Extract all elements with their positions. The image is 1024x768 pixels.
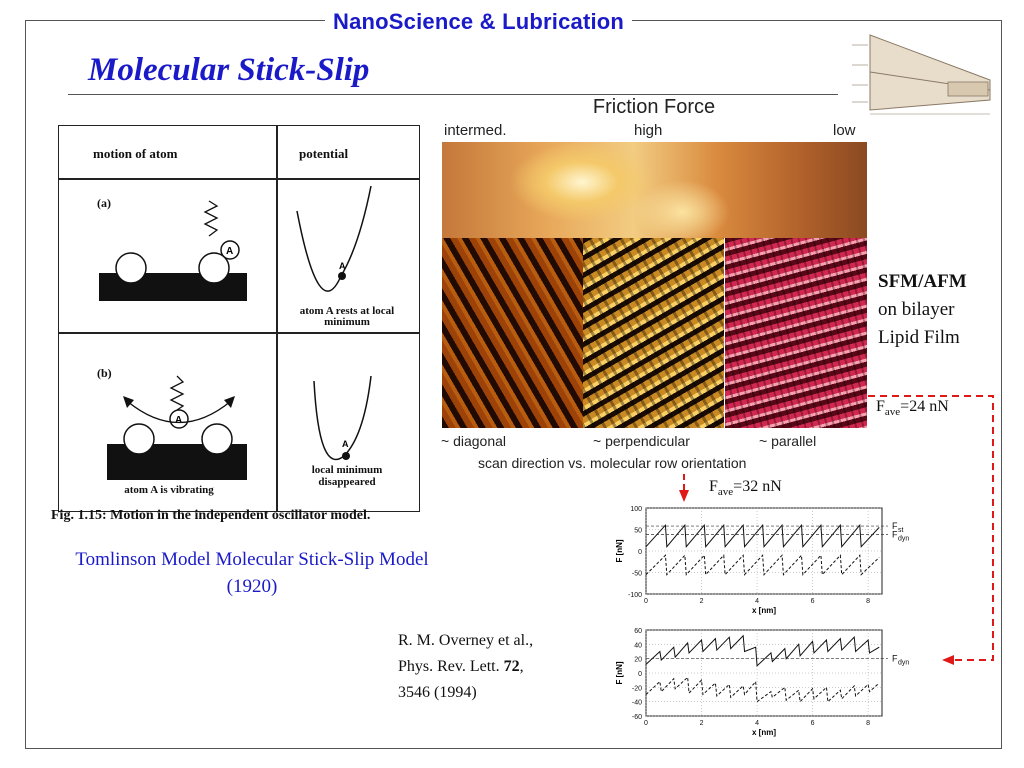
y-tick-label: 60 (634, 628, 642, 635)
y-axis-label: F [nN] (615, 661, 624, 684)
friction-force-title: Friction Force (592, 96, 716, 118)
series-line-2 (645, 676, 880, 703)
x-axis-label: x [nm] (752, 728, 776, 737)
x-axis-label: x [nm] (752, 606, 776, 615)
series-line-2 (645, 554, 880, 576)
y-tick-label: -100 (628, 592, 642, 599)
atom-a-icon (220, 240, 240, 260)
annotation-label: F (892, 521, 898, 531)
x-tick-label: 2 (700, 598, 704, 605)
potential-a-caption: atom A rests at local minimum (299, 305, 395, 328)
x-tick-label: 0 (644, 598, 648, 605)
sfm-afm-label: SFM/AFM on bilayer Lipid Film (878, 268, 967, 352)
annotation-label: F (892, 530, 898, 540)
label-a: (a) (97, 196, 111, 210)
svg-text:A: A (226, 246, 233, 257)
reference-citation: R. M. Overney et al., Phys. Rev. Lett. 7… (398, 628, 533, 706)
y-tick-label: 0 (638, 549, 642, 556)
label-intermed: intermed. (444, 122, 507, 139)
x-tick-label: 4 (755, 720, 759, 727)
y-tick-label: -40 (632, 700, 642, 707)
y-tick-label: 0 (638, 671, 642, 678)
friction-map-image (442, 142, 867, 238)
arrow-head-right (942, 655, 954, 665)
label-diagonal: ~ diagonal (441, 433, 507, 449)
series-line-1 (645, 523, 880, 548)
y-tick-label: 100 (630, 506, 642, 513)
sfm-line1: SFM/AFM (878, 271, 967, 292)
label-low: low (833, 122, 856, 139)
label-perpendicular: ~ perpendicular (593, 433, 690, 449)
potential-header: potential (299, 146, 349, 161)
figure-column-divider (276, 126, 278, 511)
y-tick-label: 40 (634, 642, 642, 649)
afm-panel-diagonal (442, 238, 583, 428)
ref-line2: Phys. Rev. Lett. 72, (398, 658, 524, 675)
figure-caption: Fig. 1.15: Motion in the independent osc… (51, 508, 371, 523)
nanoscience-timeline-logo (852, 34, 991, 115)
arrow-head-down (679, 490, 689, 502)
motion-of-atom-header: motion of atom (93, 146, 178, 161)
potential-b-caption: local minimum disappeared (311, 464, 383, 488)
figure-row-divider (59, 332, 419, 334)
svg-text:A: A (339, 261, 346, 271)
annotation-label: F (892, 654, 898, 664)
label-high: high (634, 122, 663, 139)
x-tick-label: 6 (811, 598, 815, 605)
slide-title: Molecular Stick-Slip (88, 52, 370, 88)
svg-text:A: A (175, 415, 182, 426)
oscillator-drawings: A A A A (99, 185, 372, 480)
annotation-sub: st (898, 527, 904, 534)
annotation-sub: dyn (898, 660, 909, 667)
atom-vibrating-caption: atom A is vibrating (124, 484, 214, 496)
title-divider (68, 94, 838, 95)
label-parallel: ~ parallel (759, 433, 817, 449)
sfm-line3: Lipid Film (878, 327, 960, 348)
x-tick-label: 8 (866, 598, 870, 605)
y-tick-label: -50 (632, 571, 642, 578)
x-tick-label: 4 (755, 598, 759, 605)
tomlinson-caption: Tomlinson Model Molecular Stick-Slip Mod… (75, 549, 429, 597)
header-title: NanoScience & Lubrication (325, 9, 633, 35)
y-axis-label: F [nN] (615, 539, 624, 562)
ref-line3: 3546 (1994) (398, 684, 477, 701)
afm-panel-parallel (725, 238, 867, 428)
sfm-line2: on bilayer (878, 299, 955, 320)
afm-friction-figure: Friction Force intermed. high low ~ diag… (441, 96, 867, 476)
annotation-sub: dyn (898, 536, 909, 543)
oscillator-model-figure: motion of atom potential (a) (b) atom A … (58, 125, 420, 512)
fave-24-label: Fave=24 nN (876, 398, 949, 419)
ref-line1: R. M. Overney et al., (398, 632, 534, 649)
fave-32-label: Fave=32 nN (709, 478, 782, 499)
y-tick-label: 50 (634, 528, 642, 535)
x-tick-label: 6 (811, 720, 815, 727)
y-tick-label: 20 (634, 657, 642, 664)
series-line-1 (645, 634, 880, 667)
x-tick-label: 0 (644, 720, 648, 727)
svg-text:A: A (342, 439, 349, 449)
x-tick-label: 8 (866, 720, 870, 727)
figure-header-divider (59, 178, 419, 180)
label-b: (b) (97, 366, 112, 380)
y-tick-label: -20 (632, 685, 642, 692)
y-tick-label: -60 (632, 714, 642, 721)
x-tick-label: 2 (700, 720, 704, 727)
afm-panel-perpendicular (583, 238, 724, 428)
scan-direction-caption: scan direction vs. molecular row orienta… (478, 455, 747, 471)
